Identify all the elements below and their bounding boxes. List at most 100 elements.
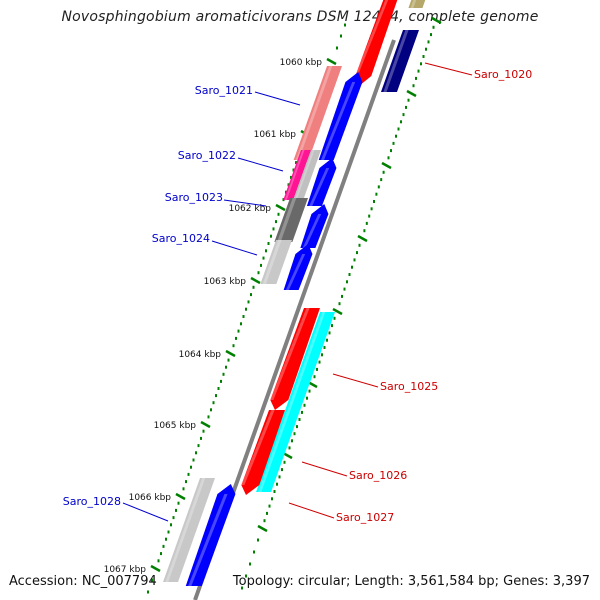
minor-tick: [253, 550, 255, 554]
feature-block-lightgray-1024: [260, 240, 292, 284]
topology-summary: Topology: circular; Length: 3,561,584 bp…: [232, 574, 590, 589]
feature-block-pink-1021-highlight: [295, 66, 333, 160]
minor-tick: [240, 322, 242, 326]
minor-tick: [296, 425, 298, 429]
minor-tick: [262, 256, 265, 260]
minor-tick: [295, 161, 297, 165]
minor-tick: [285, 190, 287, 194]
minor-tick: [257, 538, 259, 542]
minor-tick: [220, 379, 222, 383]
minor-tick: [182, 487, 185, 491]
minor-tick: [290, 175, 292, 179]
minor-tick: [336, 46, 338, 50]
minor-tick: [273, 490, 276, 493]
tick-label: 1064 kbp: [179, 350, 222, 360]
minor-tick: [417, 69, 420, 73]
minor-tick: [390, 149, 392, 153]
minor-tick: [232, 344, 235, 348]
minor-tick: [225, 365, 227, 369]
minor-tick: [316, 367, 318, 371]
gene-label[interactable]: Saro_1024: [152, 232, 210, 245]
minor-tick: [343, 287, 346, 291]
feature-block-saro-1027: [256, 312, 335, 492]
tick-label: 1065 kbp: [154, 421, 197, 431]
gene-label[interactable]: Saro_1026: [349, 469, 407, 482]
minor-tick: [172, 516, 175, 520]
tick-label: 1062 kbp: [229, 204, 272, 214]
feature-block-saro-1026-highlight: [241, 410, 275, 485]
feature-block-saro-1025-highlight: [270, 308, 310, 400]
minor-tick: [306, 396, 308, 400]
minor-tick: [395, 134, 397, 138]
minor-tick: [187, 472, 190, 476]
gene-label[interactable]: Saro_1028: [63, 495, 121, 508]
major-tick: [381, 161, 392, 170]
feature-block-saro-1025: [270, 308, 320, 410]
minor-tick: [351, 265, 353, 269]
minor-tick: [170, 523, 172, 527]
minor-tick: [245, 574, 247, 578]
feature-block-saro-1020-highlight: [354, 0, 389, 76]
minor-tick: [165, 537, 167, 541]
minor-tick: [257, 271, 260, 275]
minor-tick: [340, 34, 342, 38]
minor-tick: [346, 280, 348, 284]
feature-block-saro-1022: [306, 158, 337, 206]
gene-leader-line: [424, 62, 473, 76]
minor-tick: [344, 23, 346, 27]
feature-block-gray-1022-highlight: [294, 150, 315, 200]
minor-tick: [267, 242, 270, 245]
minor-tick: [207, 415, 210, 419]
feature-block-lightgray-1024-highlight: [262, 240, 282, 284]
minor-tick: [301, 410, 303, 414]
minor-tick: [326, 338, 328, 342]
feature-block-navy-highlight: [383, 30, 409, 92]
minor-tick: [192, 458, 195, 462]
minor-tick: [292, 168, 295, 172]
gene-label[interactable]: Saro_1025: [380, 380, 438, 393]
feature-block-olive: [408, 0, 426, 8]
gene-label[interactable]: Saro_1021: [195, 84, 253, 97]
minor-tick: [212, 401, 215, 405]
minor-tick: [147, 590, 149, 594]
minor-tick: [249, 562, 251, 566]
feature-block-saro-1020: [355, 0, 398, 86]
minor-tick: [266, 511, 268, 515]
minor-tick: [167, 530, 170, 534]
gene-label[interactable]: Saro_1023: [165, 191, 223, 204]
feature-block-saro-1027-highlight: [258, 312, 326, 492]
tick-label: 1067 kbp: [104, 565, 147, 575]
minor-tick: [363, 229, 366, 233]
minor-tick: [348, 273, 351, 276]
feature-block-magenta-1022: [283, 150, 311, 200]
minor-tick: [195, 451, 197, 455]
gene-label[interactable]: Saro_1027: [336, 511, 394, 524]
minor-tick: [331, 324, 333, 328]
minor-tick: [288, 446, 291, 450]
major-tick: [406, 89, 417, 98]
feature-block-olive-highlight: [410, 0, 417, 8]
minor-tick: [177, 501, 180, 505]
minor-tick: [157, 559, 160, 563]
minor-tick: [365, 221, 368, 225]
minor-tick: [415, 76, 417, 80]
minor-tick: [432, 25, 435, 29]
minor-tick: [277, 212, 280, 216]
feature-block-darkgray-1023-highlight: [277, 198, 297, 242]
minor-tick: [247, 300, 250, 304]
minor-tick: [242, 315, 245, 318]
minor-tick: [321, 353, 323, 357]
minor-tick: [281, 468, 283, 472]
minor-tick: [268, 504, 271, 508]
minor-tick: [270, 234, 272, 238]
feature-block-magenta-1022-highlight: [284, 150, 305, 200]
feature-block-gray-1028: [163, 478, 215, 582]
gene-label[interactable]: Saro_1022: [178, 149, 236, 162]
feature-block-saro-1026: [241, 410, 285, 495]
minor-tick: [368, 214, 371, 218]
feature-block-saro-1024: [283, 244, 313, 290]
gene-label[interactable]: Saro_1020: [474, 68, 532, 81]
minor-tick: [338, 302, 341, 306]
feature-block-saro-1022-highlight: [309, 168, 330, 206]
